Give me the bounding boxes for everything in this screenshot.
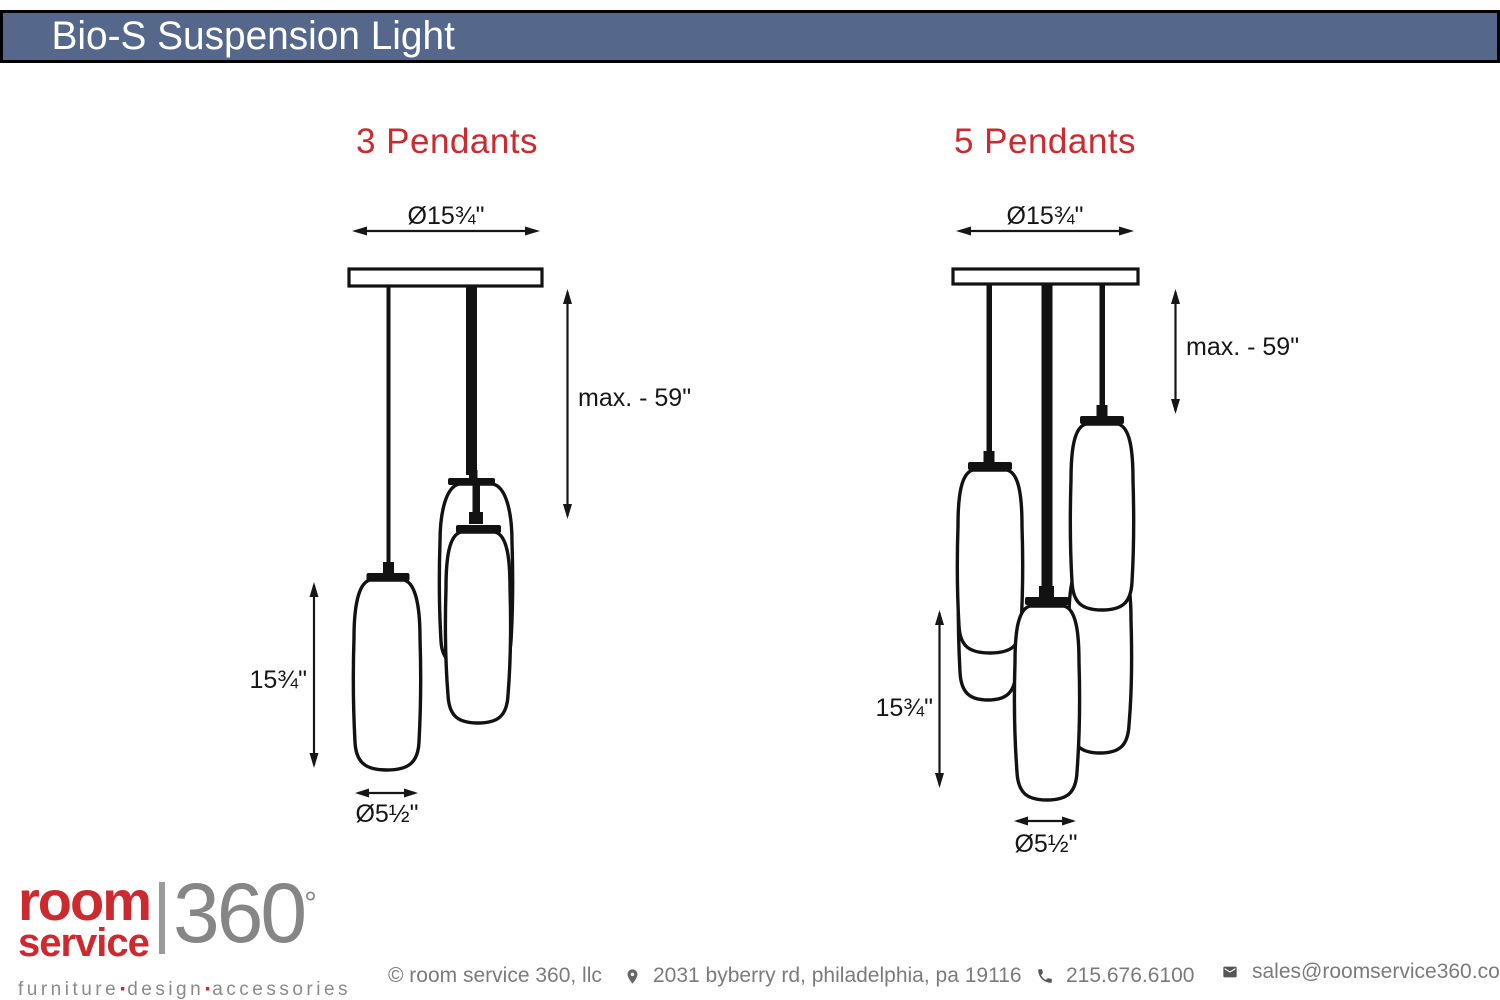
three-pendants-diagram: Ø15¾"	[249, 202, 691, 828]
pendant-left	[351, 285, 423, 772]
tagline-dot: ·	[204, 975, 213, 1000]
footer-email: sales@roomservice360.com	[1220, 960, 1500, 984]
tagline-accessories: accessories	[212, 978, 352, 1000]
pendant-right-back	[1068, 283, 1136, 612]
tagline-dot: ·	[119, 975, 128, 1000]
page-title: Bio-S Suspension Light	[51, 14, 455, 58]
diagram-title-5-pendants: 5 Pendants	[953, 122, 1137, 161]
pendant-diameter-dimension: Ø5½"	[1014, 816, 1078, 858]
logo-number-360: 360°	[173, 866, 317, 960]
canopy-diameter-dimension: Ø15¾"	[956, 202, 1134, 236]
logo-word-room: room	[18, 869, 152, 932]
email-text: sales@roomservice360.com	[1252, 960, 1500, 983]
canopy-plate	[951, 267, 1140, 286]
logo-tagline: furniture · design · accessories	[18, 976, 350, 1000]
header-bar: Bio-S Suspension Light	[0, 10, 1500, 63]
five-pendants-diagram: Ø15¾"	[875, 202, 1299, 858]
location-pin-icon	[627, 968, 638, 984]
pendant-diameter-label: Ø5½"	[355, 800, 418, 828]
address-text: 2031 byberry rd, philadelphia, pa 19116	[653, 964, 1022, 987]
max-drop-label: max. - 59"	[578, 384, 691, 412]
tagline-design: design	[127, 978, 205, 1000]
pendant-height-label: 15¾"	[875, 694, 933, 722]
max-drop-dimension: max. - 59"	[1171, 289, 1299, 414]
pendant-center-front	[443, 484, 513, 725]
degree-symbol: °	[304, 885, 317, 921]
logo-word-service: service	[18, 920, 150, 965]
logo-divider	[159, 882, 165, 954]
footer-address: 2031 byberry rd, philadelphia, pa 19116	[624, 964, 1022, 988]
max-drop-dimension: max. - 59"	[563, 289, 691, 519]
canopy-diameter-dimension: Ø15¾"	[352, 202, 540, 236]
footer-phone: 215.676.6100	[1036, 964, 1194, 988]
pendant-diameter-label: Ø5½"	[1014, 830, 1077, 858]
footer-copyright: © room service 360, llc	[388, 964, 602, 988]
pendant-left-front	[955, 283, 1025, 655]
email-icon	[1223, 966, 1237, 978]
canopy-diameter-label: Ø15¾"	[408, 202, 485, 230]
phone-icon	[1038, 969, 1052, 983]
pendant-height-dimension: 15¾"	[875, 610, 944, 788]
diagram-title-3-pendants: 3 Pendants	[355, 122, 539, 161]
pendant-height-label: 15¾"	[249, 666, 307, 694]
canopy-plate	[347, 267, 544, 288]
max-drop-label: max. - 59"	[1186, 333, 1299, 361]
canopy-diameter-label: Ø15¾"	[1007, 202, 1084, 230]
phone-text: 215.676.6100	[1066, 964, 1195, 987]
brand-logo: room service 360° furniture · design · a…	[18, 866, 350, 1000]
pendant-height-dimension: 15¾"	[249, 582, 319, 768]
pendant-middle-front	[1012, 283, 1082, 802]
copyright-text: © room service 360, llc	[388, 964, 602, 987]
pendant-diameter-dimension: Ø5½"	[355, 788, 419, 828]
tagline-furniture: furniture	[18, 978, 120, 1000]
